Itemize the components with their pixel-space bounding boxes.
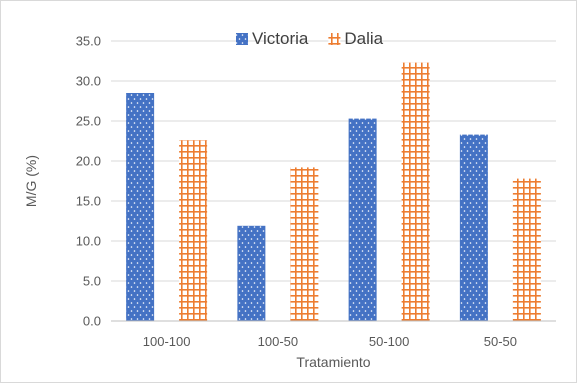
bars	[126, 62, 541, 321]
y-axis-title: M/G (%)	[23, 155, 39, 207]
y-tick-label: 20.0	[76, 154, 101, 169]
x-axis-title: Tratamiento	[296, 354, 370, 370]
y-tick-label: 30.0	[76, 74, 101, 89]
y-tick-label: 15.0	[76, 194, 101, 209]
y-tick-label: 5.0	[83, 274, 101, 289]
legend-swatch-victoria	[236, 33, 248, 45]
y-tick-label: 10.0	[76, 234, 101, 249]
x-tick-label: 100-50	[258, 334, 298, 349]
bar-victoria-50-100	[348, 118, 377, 321]
bar-dalia-50-100	[401, 62, 430, 321]
legend: Victoria Dalia	[236, 29, 384, 48]
legend-label-victoria: Victoria	[252, 29, 309, 48]
x-tick-label: 50-50	[484, 334, 517, 349]
bar-victoria-50-50	[459, 134, 488, 321]
bar-dalia-50-50	[512, 178, 541, 321]
bar-victoria-100-50	[237, 225, 266, 321]
bar-dalia-100-100	[179, 140, 208, 321]
x-tick-label: 50-100	[369, 334, 409, 349]
y-tick-label: 0.0	[83, 314, 101, 329]
bar-victoria-100-100	[126, 93, 155, 321]
legend-label-dalia: Dalia	[344, 29, 383, 48]
legend-swatch-dalia	[328, 33, 341, 45]
gridlines	[111, 40, 556, 282]
x-tick-label: 100-100	[143, 334, 191, 349]
axis-ticks: 0.0 5.0 10.0 15.0 20.0 25.0 30.0 35.0 100-100 100…	[76, 34, 517, 350]
bar-dalia-100-50	[290, 167, 319, 321]
y-tick-label: 25.0	[76, 114, 101, 129]
y-tick-label: 35.0	[76, 34, 101, 49]
